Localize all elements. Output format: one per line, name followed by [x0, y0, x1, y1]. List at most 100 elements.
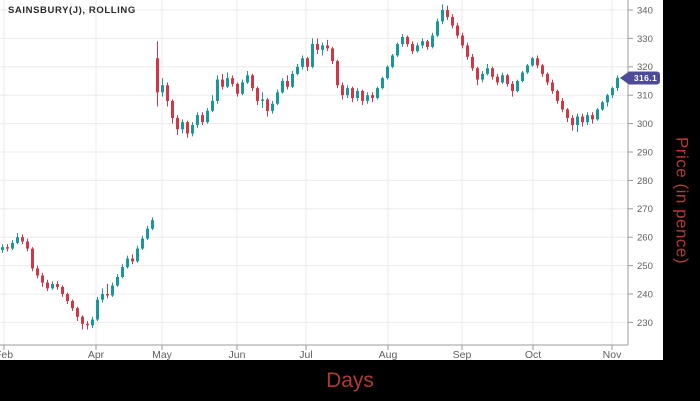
candle[interactable] [156, 41, 159, 107]
candle[interactable] [216, 75, 219, 104]
candle[interactable] [221, 73, 224, 90]
candle[interactable] [391, 54, 394, 69]
candle[interactable] [206, 107, 209, 124]
candle[interactable] [201, 112, 204, 126]
candle[interactable] [271, 100, 274, 114]
candle[interactable] [481, 71, 484, 83]
candle[interactable] [301, 55, 304, 70]
candle[interactable] [111, 282, 114, 297]
candle[interactable] [591, 112, 594, 124]
candle[interactable] [311, 38, 314, 69]
candle[interactable] [106, 284, 109, 299]
candle[interactable] [406, 35, 409, 47]
candle[interactable] [411, 41, 414, 55]
candle[interactable] [181, 119, 184, 134]
candle[interactable] [351, 86, 354, 103]
candle[interactable] [431, 32, 434, 49]
candle[interactable] [321, 42, 324, 56]
candle[interactable] [66, 292, 69, 304]
candle[interactable] [506, 73, 509, 87]
candle[interactable] [1, 244, 4, 253]
candle[interactable] [366, 92, 369, 104]
candle[interactable] [151, 217, 154, 231]
candle[interactable] [581, 113, 584, 127]
candle[interactable] [546, 72, 549, 86]
candle[interactable] [246, 71, 249, 84]
candle[interactable] [401, 34, 404, 47]
candle[interactable] [306, 56, 309, 72]
candle[interactable] [36, 265, 39, 279]
candle[interactable] [436, 18, 439, 37]
candle[interactable] [101, 288, 104, 303]
candle[interactable] [26, 238, 29, 252]
candle[interactable] [516, 79, 519, 93]
candle[interactable] [601, 100, 604, 111]
candle[interactable] [21, 234, 24, 245]
candle[interactable] [131, 254, 134, 265]
candle[interactable] [251, 73, 254, 91]
candle[interactable] [341, 82, 344, 100]
candle[interactable] [261, 92, 264, 108]
candle[interactable] [6, 244, 9, 252]
candle[interactable] [11, 240, 14, 250]
candle[interactable] [561, 98, 564, 113]
candle[interactable] [116, 274, 119, 287]
candle[interactable] [376, 86, 379, 100]
candle[interactable] [121, 264, 124, 279]
candle[interactable] [586, 112, 589, 126]
candle[interactable] [71, 299, 74, 312]
candle[interactable] [276, 89, 279, 106]
candle[interactable] [196, 112, 199, 128]
candle[interactable] [531, 56, 534, 67]
candle[interactable] [331, 46, 334, 64]
candle[interactable] [186, 120, 189, 138]
candle[interactable] [61, 285, 64, 297]
candle[interactable] [231, 75, 234, 87]
candle[interactable] [266, 98, 269, 117]
candle[interactable] [446, 5, 449, 20]
candle[interactable] [281, 78, 284, 94]
candle[interactable] [81, 315, 84, 330]
candle[interactable] [616, 75, 619, 91]
candle[interactable] [556, 89, 559, 104]
candle[interactable] [256, 86, 259, 106]
candle[interactable] [316, 38, 319, 55]
candle[interactable] [596, 107, 599, 121]
candle[interactable] [576, 113, 579, 133]
candle[interactable] [551, 79, 554, 94]
candle[interactable] [541, 63, 544, 77]
candle[interactable] [176, 115, 179, 135]
candle[interactable] [511, 81, 514, 97]
candle[interactable] [56, 281, 59, 290]
candle[interactable] [536, 55, 539, 69]
candlestick-svg[interactable]: 340 330 320 310 300 290 280 270 260 250 240 230 Feb… [0, 0, 663, 360]
candle[interactable] [326, 39, 329, 52]
candle[interactable] [171, 99, 174, 124]
candlestick-series[interactable] [1, 4, 619, 330]
candle[interactable] [91, 316, 94, 329]
candle[interactable] [526, 63, 529, 74]
candle[interactable] [191, 122, 194, 137]
candle[interactable] [486, 63, 489, 76]
candle[interactable] [146, 225, 149, 241]
candle[interactable] [76, 306, 79, 321]
candle[interactable] [456, 22, 459, 39]
candle[interactable] [356, 88, 359, 101]
candle[interactable] [426, 39, 429, 50]
candle[interactable] [501, 72, 504, 84]
candle[interactable] [296, 63, 299, 76]
candle[interactable] [396, 42, 399, 57]
candle[interactable] [471, 54, 474, 72]
candle[interactable] [41, 272, 44, 287]
candle[interactable] [16, 232, 19, 245]
candle[interactable] [31, 247, 34, 272]
candle[interactable] [611, 86, 614, 99]
candle[interactable] [286, 75, 289, 90]
candle[interactable] [491, 66, 494, 80]
candle[interactable] [386, 65, 389, 80]
candle[interactable] [571, 115, 574, 131]
candle[interactable] [211, 95, 214, 113]
candle[interactable] [86, 320, 89, 330]
candle[interactable] [441, 4, 444, 25]
candle[interactable] [371, 92, 374, 103]
